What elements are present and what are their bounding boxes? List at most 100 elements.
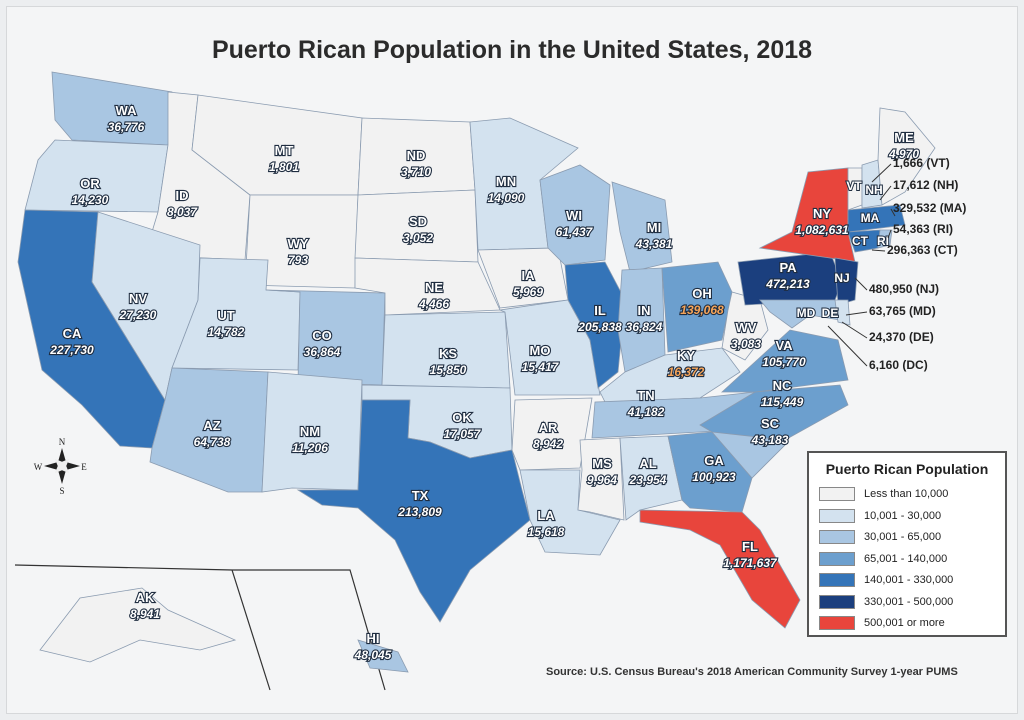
state-value: 41,182 <box>627 405 665 419</box>
legend-swatch <box>819 508 855 523</box>
legend-label: 10,001 - 30,000 <box>864 509 942 522</box>
state-abbr: NV <box>129 291 147 306</box>
callout-leader-line <box>887 229 892 239</box>
state-value: 43,183 <box>751 433 789 447</box>
state-abbr: IA <box>522 268 536 283</box>
state-label-ok: OK 17,057 <box>443 409 483 442</box>
compass-n: N <box>59 437 66 447</box>
state-abbr: IL <box>594 303 606 318</box>
small-state-abbr-ma: MA <box>861 211 880 225</box>
small-state-abbr-de: DE <box>822 306 839 320</box>
state-label-nm: NM 11,206 <box>291 423 329 456</box>
state-abbr: MN <box>496 174 516 189</box>
legend-label: 30,001 - 65,000 <box>864 531 942 543</box>
small-state-abbr-vt: VT <box>846 179 862 193</box>
state-value: 472,213 <box>765 277 810 291</box>
callout-dc: 6,160 (DC) <box>869 358 928 372</box>
state-label-in: IN 36,824 <box>625 302 664 335</box>
state-value: 64,738 <box>194 435 231 449</box>
state-value: 14,230 <box>72 193 109 207</box>
state-abbr: NC <box>773 378 792 393</box>
state-abbr: IN <box>638 303 651 318</box>
state-value: 36,824 <box>626 320 663 334</box>
state-label-wy: WY 793 <box>286 235 309 268</box>
state-ny <box>758 167 856 263</box>
state-value: 4,466 <box>418 297 449 311</box>
legend-swatch <box>819 551 855 566</box>
state-label-va: VA 105,770 <box>761 337 807 370</box>
callout-nj: 480,950 (NJ) <box>869 282 940 296</box>
state-value: 1,082,631 <box>795 223 849 237</box>
state-value: 48,045 <box>354 648 392 662</box>
legend-label: 500,001 or more <box>864 617 945 629</box>
small-state-abbr-md: MD <box>797 306 816 320</box>
callout-leader-line <box>845 311 868 316</box>
state-value: 8,942 <box>533 437 563 451</box>
legend-swatch <box>819 594 855 609</box>
state-abbr: ND <box>407 148 426 163</box>
state-il <box>564 261 626 389</box>
state-value: 213,809 <box>397 505 442 519</box>
state-value: 8,037 <box>167 205 198 219</box>
state-ri <box>877 229 893 249</box>
state-abbr: OK <box>452 410 472 425</box>
state-nj <box>834 257 859 306</box>
legend-label: 65,001 - 140,000 <box>864 552 948 565</box>
state-abbr: GA <box>704 453 724 468</box>
state-label-nc: NC 115,449 <box>760 377 805 410</box>
state-label-ks: KS 15,850 <box>429 345 468 378</box>
state-abbr: VA <box>775 338 793 353</box>
state-label-id: ID 8,037 <box>166 187 200 220</box>
source-note: Source: U.S. Census Bureau's 2018 Americ… <box>546 666 958 678</box>
state-value: 16,372 <box>668 365 705 379</box>
state-value: 14,090 <box>488 191 525 205</box>
state-label-sc: SC 43,183 <box>750 415 790 448</box>
state-value: 1,801 <box>269 160 299 174</box>
state-abbr: ME <box>894 130 914 145</box>
state-value: 11,206 <box>292 441 328 455</box>
state-la <box>519 469 621 556</box>
state-value: 23,954 <box>629 473 667 487</box>
callout-vt: 1,666 (VT) <box>893 156 950 170</box>
state-label-ky: KY 16,372 <box>667 347 706 380</box>
state-abbr: MO <box>530 343 551 358</box>
state-label-ca: CA 227,730 <box>48 325 95 358</box>
state-value: 205,838 <box>577 320 622 334</box>
state-value: 27,230 <box>119 308 157 322</box>
state-nc <box>699 384 849 441</box>
state-label-wi: WI 61,437 <box>555 207 595 240</box>
state-abbr: NY <box>813 206 831 221</box>
state-value: 36,776 <box>108 120 145 134</box>
state-label-mt: MT 1,801 <box>268 142 301 175</box>
small-state-abbr-nj: NJ <box>834 271 849 285</box>
state-value: 15,417 <box>522 360 560 374</box>
state-abbr: SC <box>761 416 780 431</box>
state-abbr: KS <box>439 346 457 361</box>
state-va <box>720 329 849 393</box>
callout-leader-line <box>890 208 896 217</box>
state-abbr: AL <box>639 456 656 471</box>
state-mi <box>611 181 673 273</box>
state-al <box>619 435 683 521</box>
state-abbr: KY <box>677 348 695 363</box>
state-label-tx: TX 213,809 <box>396 487 443 520</box>
callout-leader-line <box>871 163 892 183</box>
state-label-sd: SD 3,052 <box>402 213 435 246</box>
state-abbr: TX <box>412 488 429 503</box>
state-label-pa: PA 472,213 <box>764 259 811 292</box>
state-label-ga: GA 100,923 <box>691 452 737 485</box>
callout-de: 24,370 (DE) <box>869 330 934 344</box>
state-label-ia: IA 5,969 <box>512 267 545 300</box>
state-value: 36,864 <box>304 345 341 359</box>
state-or <box>24 139 169 213</box>
state-value: 8,941 <box>130 607 160 621</box>
state-label-mn: MN 14,090 <box>487 173 526 206</box>
state-label-fl: FL 1,171,637 <box>722 538 779 571</box>
state-value: 61,437 <box>556 225 594 239</box>
map-title: Puerto Rican Population in the United St… <box>211 36 813 64</box>
legend-label: 330,001 - 500,000 <box>864 595 954 608</box>
small-state-abbr-ct: CT <box>852 234 869 248</box>
state-abbr: AK <box>136 590 155 605</box>
state-abbr: AR <box>539 420 558 435</box>
